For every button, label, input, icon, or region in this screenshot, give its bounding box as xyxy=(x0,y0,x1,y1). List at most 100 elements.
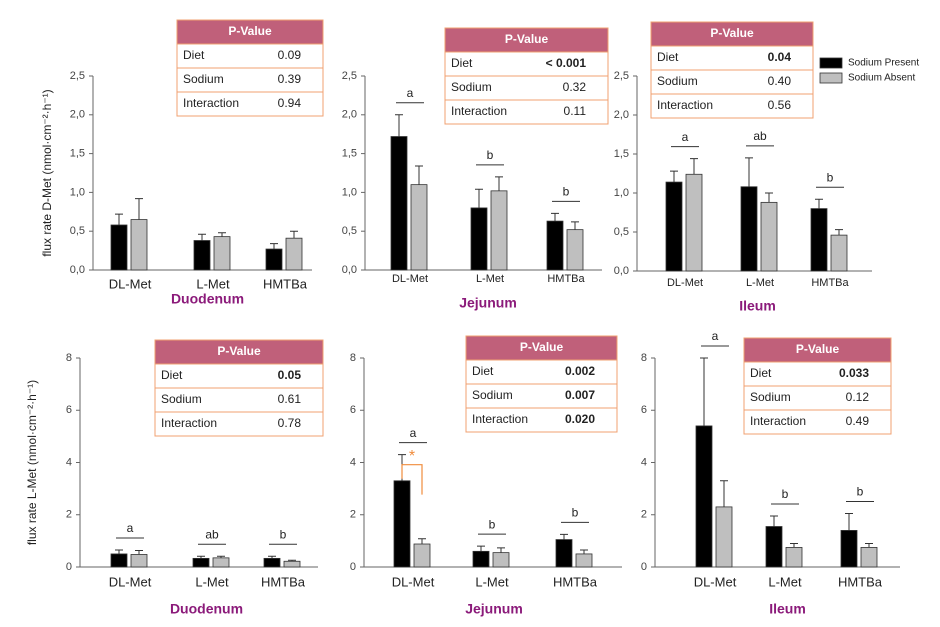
table-row-name: Interaction xyxy=(472,412,528,426)
error-bar xyxy=(770,515,778,527)
error-bar xyxy=(690,158,698,175)
error-bar xyxy=(495,176,503,191)
bar xyxy=(760,201,778,272)
y-tick-label: 1,0 xyxy=(342,186,357,198)
region-label: Ileum xyxy=(739,298,776,314)
table-row-name: Interaction xyxy=(451,104,507,118)
error-bar xyxy=(700,357,708,426)
table-row-value: 0.49 xyxy=(846,414,870,428)
bar xyxy=(665,181,683,272)
error-bar xyxy=(415,165,423,185)
y-tick-label: 0,0 xyxy=(70,264,85,276)
y-tick-label: 1,5 xyxy=(70,148,85,160)
error-bar xyxy=(845,512,853,531)
table-row xyxy=(465,407,618,433)
table-row-name: Diet xyxy=(451,56,473,70)
table-row-name: Sodium xyxy=(472,388,513,402)
bar xyxy=(810,208,828,272)
x-tick-label: HMTBa xyxy=(263,276,308,291)
table-row xyxy=(444,99,609,125)
table-row-name: Sodium xyxy=(183,72,224,86)
significance-letter: b xyxy=(827,170,834,184)
significance-letter: a xyxy=(712,329,719,343)
legend-swatch xyxy=(819,57,843,69)
region-label: Duodenum xyxy=(171,291,244,307)
bar xyxy=(566,229,584,271)
bar xyxy=(390,136,408,271)
table-row-name: Diet xyxy=(161,368,183,382)
bar xyxy=(830,234,848,272)
table-row-name: Diet xyxy=(750,366,772,380)
table-row-name: Interaction xyxy=(183,96,239,110)
error-bar xyxy=(551,212,559,222)
bar xyxy=(193,240,211,271)
table-row-value: 0.12 xyxy=(846,390,870,404)
bar xyxy=(575,553,593,568)
y-tick-label: 8 xyxy=(350,352,356,364)
x-tick-label: HMTBa xyxy=(547,273,585,285)
table-row-value: 0.11 xyxy=(564,104,587,118)
table-row-name: Sodium xyxy=(750,390,791,404)
table-row xyxy=(465,383,618,409)
y-tick-label: 0 xyxy=(66,561,72,573)
bar xyxy=(110,224,128,271)
table-row-name: Diet xyxy=(183,48,205,62)
table-row xyxy=(650,45,814,71)
y-tick-label: 0,5 xyxy=(614,226,629,238)
x-tick-label: HMTBa xyxy=(553,574,598,589)
y-tick-label: 2,5 xyxy=(70,70,85,82)
table-row-value: 0.61 xyxy=(278,392,302,406)
error-bar xyxy=(835,229,843,236)
error-bar xyxy=(135,198,143,220)
table-row-name: Interaction xyxy=(657,98,713,112)
table-header xyxy=(650,21,814,47)
legend-label: Sodium Present xyxy=(848,58,919,69)
y-tick-label: 6 xyxy=(66,404,72,416)
error-bar xyxy=(288,559,296,562)
y-tick-label: 4 xyxy=(66,456,72,468)
significance-star: * xyxy=(409,448,415,465)
error-bar xyxy=(497,547,505,553)
x-tick-label: L-Met xyxy=(768,574,802,589)
legend-label: Sodium Absent xyxy=(848,73,915,84)
error-bar xyxy=(720,480,728,507)
bar xyxy=(685,173,703,272)
table-row xyxy=(154,411,324,437)
significance-letter: b xyxy=(782,487,789,501)
table-row xyxy=(650,93,814,119)
y-tick-label: 2,0 xyxy=(70,109,85,121)
y-tick-label: 1,5 xyxy=(614,148,629,160)
bar xyxy=(715,506,733,568)
bar xyxy=(840,530,858,568)
bar xyxy=(130,554,148,568)
error-bar xyxy=(865,542,873,548)
y-tick-label: 1,0 xyxy=(614,187,629,199)
error-bar xyxy=(115,549,123,554)
y-tick-label: 6 xyxy=(641,404,647,416)
bar xyxy=(212,557,230,568)
bar xyxy=(860,547,878,568)
error-bar xyxy=(395,114,403,137)
table-row-name: Diet xyxy=(657,50,679,64)
y-tick-label: 6 xyxy=(350,404,356,416)
x-tick-label: DL-Met xyxy=(109,276,152,291)
star-bracket xyxy=(401,464,423,495)
x-tick-label: HMTBa xyxy=(261,574,306,589)
error-bar xyxy=(670,170,678,183)
table-header xyxy=(444,27,609,53)
bar xyxy=(470,207,488,271)
significance-letter: b xyxy=(572,506,579,520)
y-tick-label: 1,5 xyxy=(342,148,357,160)
bar xyxy=(765,526,783,568)
x-tick-label: L-Met xyxy=(195,574,229,589)
table-row xyxy=(743,385,892,411)
y-tick-label: 0,0 xyxy=(342,264,357,276)
table-row-value: 0.40 xyxy=(768,74,792,88)
error-bar xyxy=(290,230,298,239)
bar xyxy=(192,557,210,568)
y-tick-label: 8 xyxy=(66,352,72,364)
error-bar xyxy=(418,538,426,545)
significance-letter: a xyxy=(407,86,414,100)
table-header xyxy=(743,337,892,363)
